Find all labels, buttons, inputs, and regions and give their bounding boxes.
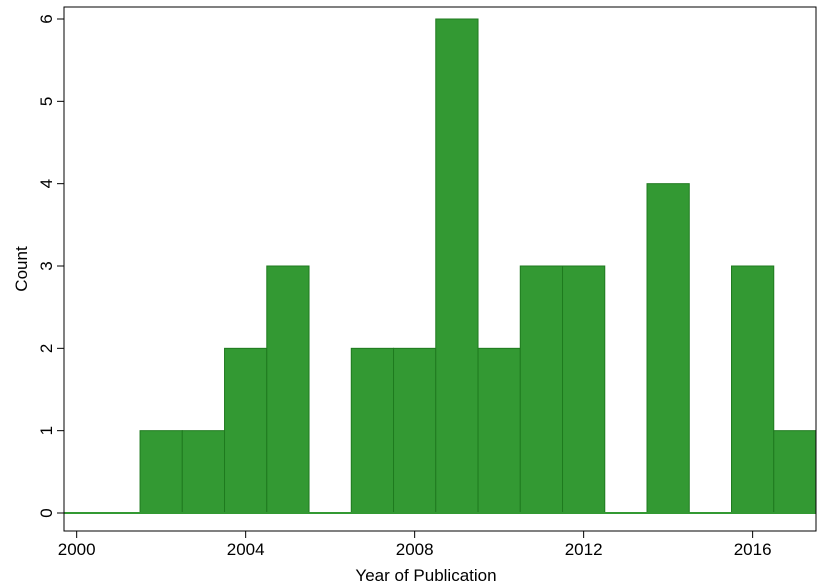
y-tick-label: 2 (37, 344, 56, 353)
x-tick-label: 2016 (734, 540, 772, 559)
y-tick-label: 5 (37, 97, 56, 106)
x-axis: 2000 2004 2008 2012 2016 (58, 531, 772, 559)
histogram-bar (266, 265, 310, 514)
histogram-bar (562, 265, 606, 514)
x-tick-label: 2008 (396, 540, 434, 559)
x-tick-label: 2000 (58, 540, 96, 559)
histogram-bar (393, 347, 437, 514)
histogram-bar (224, 347, 268, 514)
y-tick-label: 1 (37, 426, 56, 435)
y-axis: 0 1 2 3 4 5 6 (37, 14, 64, 518)
y-tick-label: 4 (37, 179, 56, 188)
x-axis-title: Year of Publication (355, 566, 496, 585)
histogram-bar (773, 430, 817, 514)
histogram-bar (139, 430, 183, 514)
bars-group (139, 18, 817, 514)
y-tick-label: 0 (37, 508, 56, 517)
x-tick-label: 2004 (227, 540, 265, 559)
plot-frame (63, 6, 817, 532)
histogram-bar (350, 347, 395, 514)
histogram-bar (477, 347, 521, 514)
y-tick-label: 3 (37, 261, 56, 270)
y-tick-label: 6 (37, 14, 56, 23)
y-axis-title: Count (12, 246, 31, 292)
histogram-bar (731, 265, 775, 514)
histogram-bar (181, 430, 226, 514)
histogram-bar (435, 18, 479, 514)
histogram-bar (519, 265, 564, 514)
x-tick-label: 2012 (565, 540, 603, 559)
histogram-bar (646, 183, 690, 514)
